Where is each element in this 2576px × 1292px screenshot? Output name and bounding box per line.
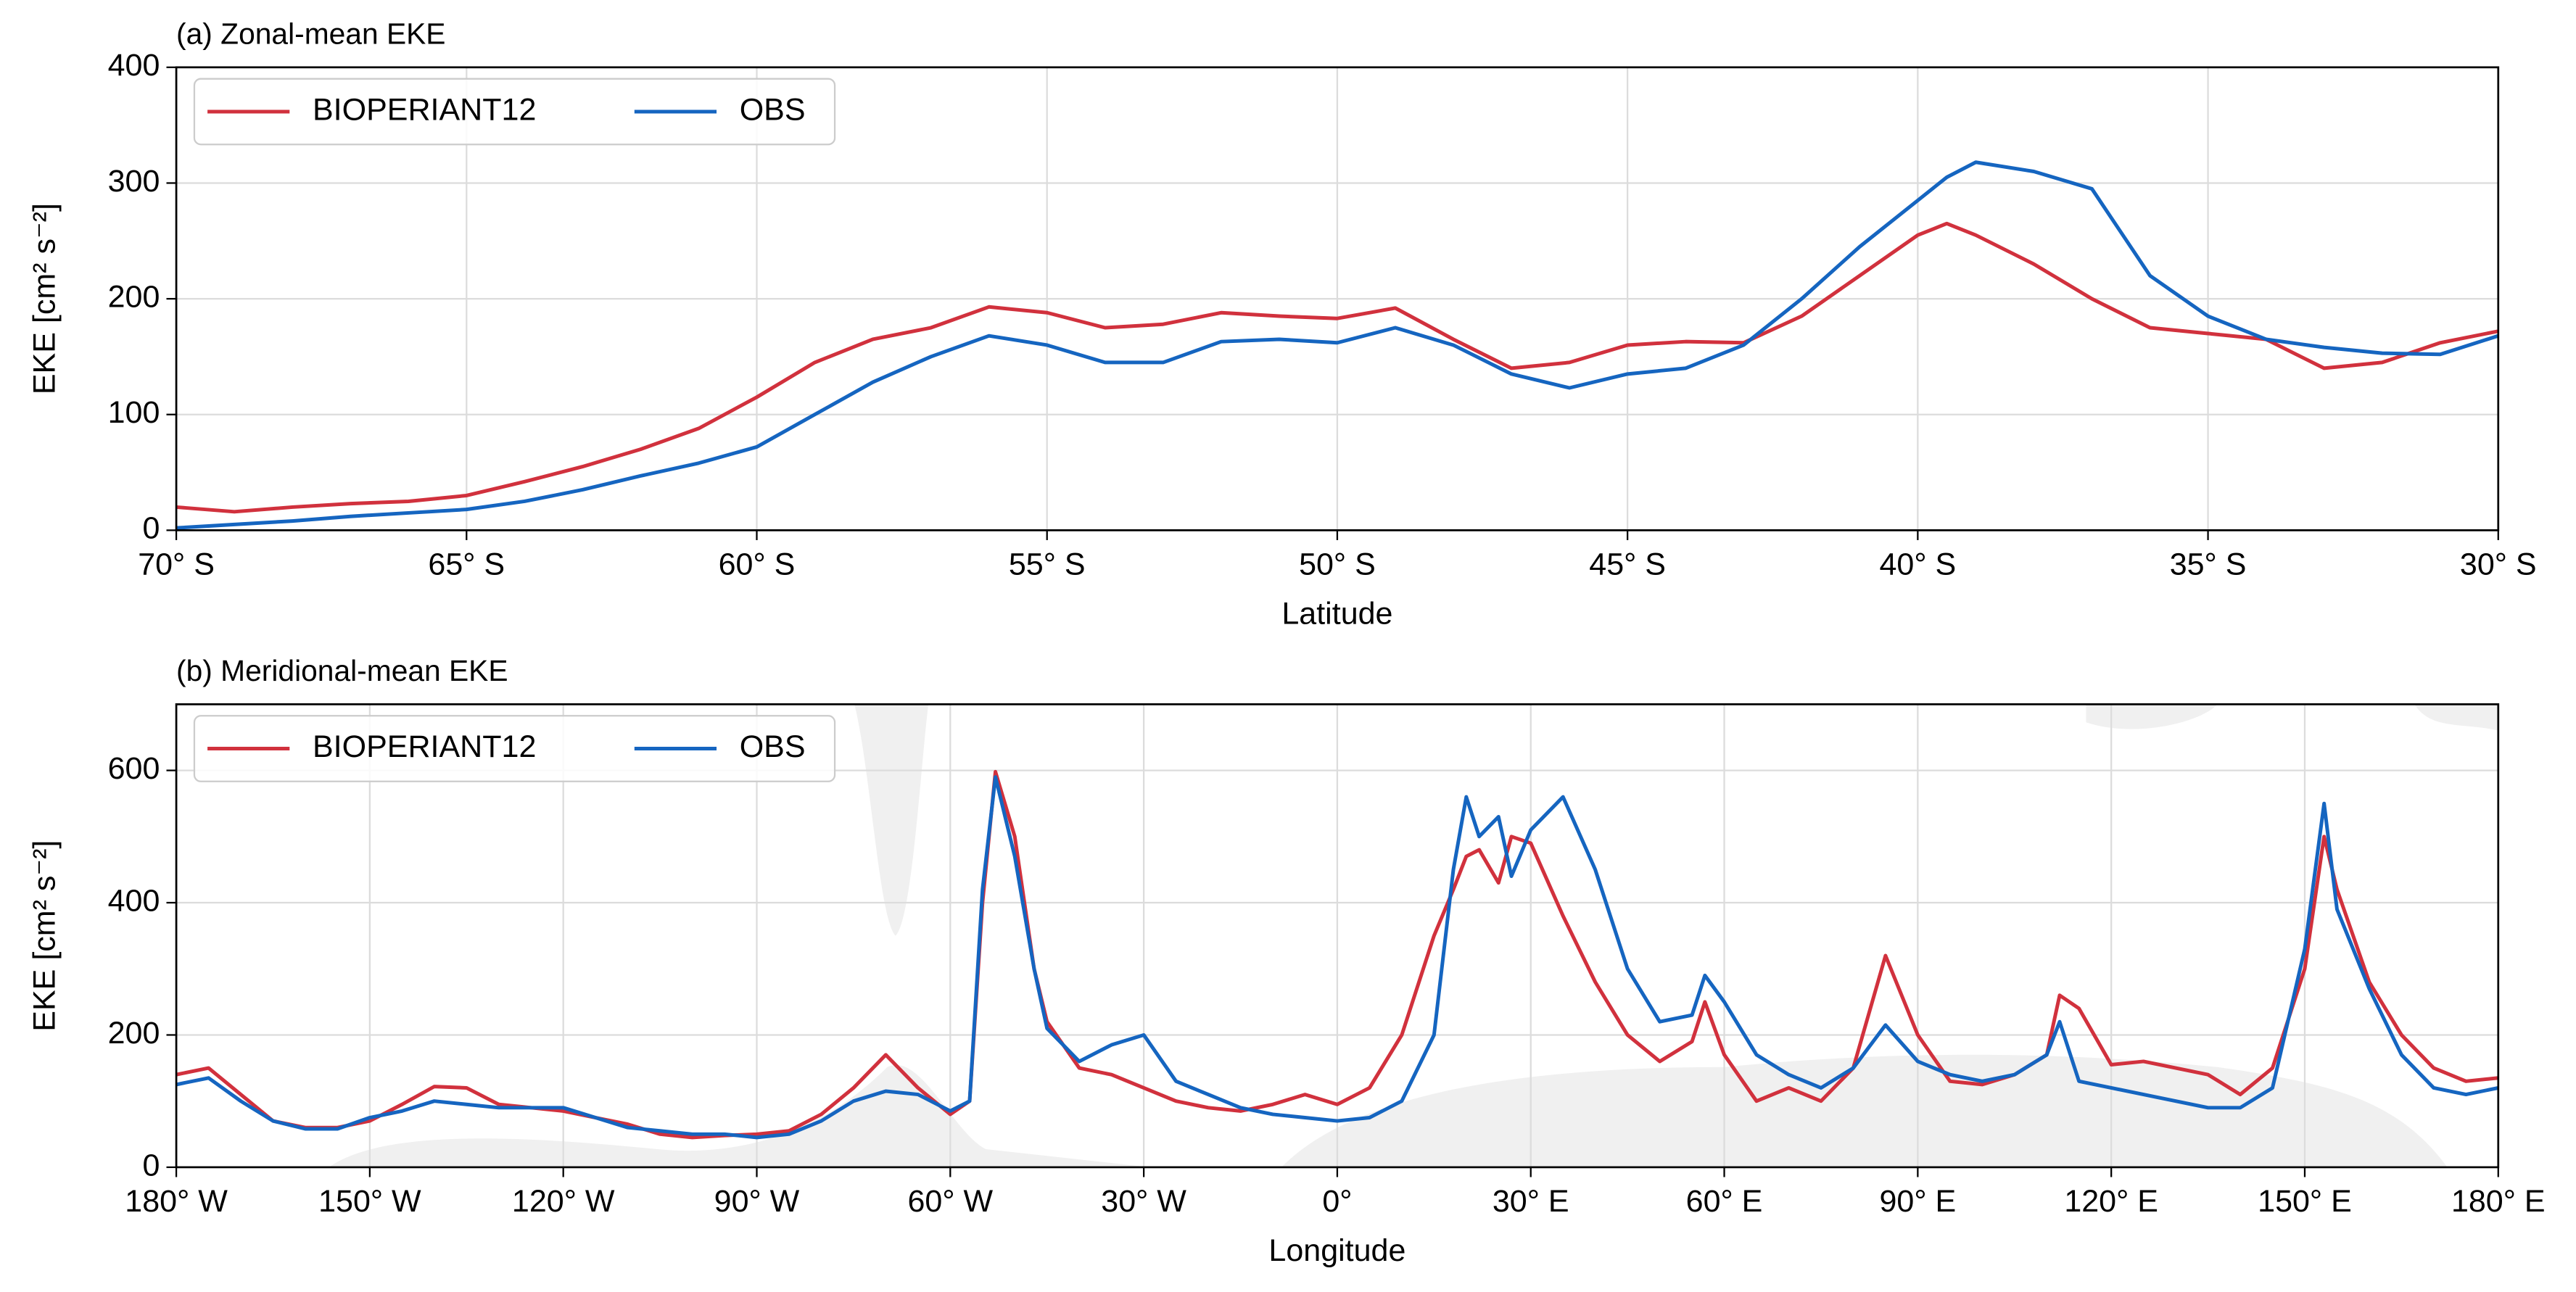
x-tick-label: 30° W: [1101, 1184, 1186, 1219]
x-axis-label: Longitude: [1268, 1233, 1405, 1268]
data-line: [176, 160, 2498, 530]
y-tick-label: 600: [108, 751, 160, 786]
y-axis-label: EKE [cm² s⁻²]: [28, 203, 62, 394]
x-tick-label: 120° E: [2064, 1184, 2158, 1219]
x-tick-label: 60° W: [908, 1184, 994, 1219]
x-tick-label: 90° W: [714, 1184, 800, 1219]
x-tick-label: 60° S: [719, 547, 796, 582]
data-line: [176, 221, 2498, 514]
x-tick-label: 150° W: [318, 1184, 421, 1219]
x-tick-label: 55° S: [1009, 547, 1086, 582]
x-axis-label: Latitude: [1281, 596, 1392, 631]
x-tick-label: 150° E: [2258, 1184, 2352, 1219]
data-line: [176, 775, 2498, 1140]
y-tick-label: 0: [142, 1148, 160, 1183]
x-tick-label: 180° E: [2451, 1184, 2546, 1219]
x-tick-label: 180° W: [125, 1184, 228, 1219]
chart-title: (b) Meridional-mean EKE: [176, 654, 508, 687]
y-tick-label: 0: [142, 511, 160, 546]
legend-label: BIOPERIANT12: [313, 729, 536, 764]
plot-frame: [175, 66, 2500, 531]
x-tick-label: 120° W: [512, 1184, 615, 1219]
x-tick-label: 45° S: [1589, 547, 1666, 582]
x-tick-label: 30° E: [1493, 1184, 1569, 1219]
y-tick-label: 200: [108, 279, 160, 314]
y-tick-label: 400: [108, 883, 160, 918]
legend-box: [193, 715, 836, 782]
chart-title: (a) Zonal-mean EKE: [176, 17, 445, 51]
y-tick-label: 300: [108, 164, 160, 199]
x-tick-label: 60° E: [1686, 1184, 1763, 1219]
x-tick-label: 40° S: [1880, 547, 1957, 582]
y-axis-label: EKE [cm² s⁻²]: [28, 840, 62, 1032]
plot-frame: [175, 703, 2500, 1169]
legend-label: OBS: [740, 729, 806, 764]
x-tick-label: 70° S: [138, 547, 215, 582]
x-tick-label: 90° E: [1880, 1184, 1957, 1219]
legend-label: OBS: [740, 92, 806, 127]
y-tick-label: 200: [108, 1016, 160, 1051]
x-tick-label: 50° S: [1299, 547, 1376, 582]
land-shading: [329, 704, 2498, 1167]
y-tick-label: 400: [108, 48, 160, 83]
legend-label: BIOPERIANT12: [313, 92, 536, 127]
x-tick-label: 30° S: [2460, 547, 2537, 582]
legend-box: [193, 78, 836, 146]
y-tick-label: 100: [108, 395, 160, 430]
x-tick-label: 0°: [1322, 1184, 1352, 1219]
x-tick-label: 65° S: [428, 547, 505, 582]
x-tick-label: 35° S: [2170, 547, 2247, 582]
